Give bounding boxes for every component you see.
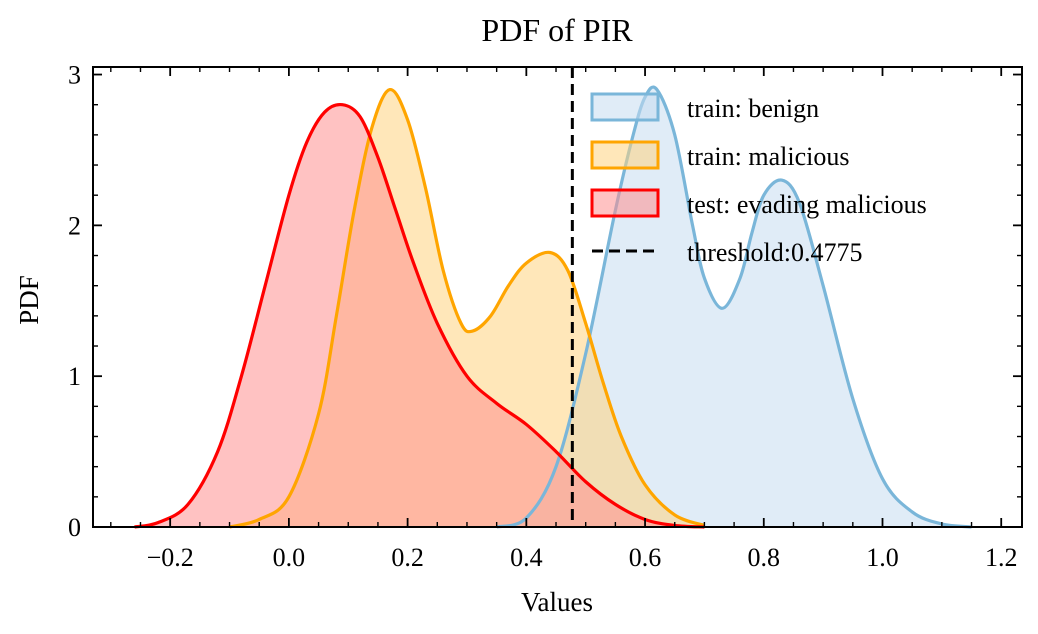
density-lines	[134, 85, 972, 529]
y-tick-label: 0	[68, 513, 81, 542]
series-line-0	[496, 85, 972, 529]
legend: train: benign train: malicious test: evadi…	[590, 92, 927, 267]
legend-label-2: test: evading malicious	[687, 190, 927, 219]
y-tick-label: 2	[68, 211, 81, 240]
x-tick-label: 0.0	[273, 543, 306, 572]
y-tick-label: 3	[68, 61, 81, 90]
legend-label-0: train: benign	[687, 94, 819, 123]
x-tick-label: 0.8	[748, 543, 781, 572]
legend-label-threshold: threshold:0.4775	[687, 238, 863, 267]
x-tick-label: 0.4	[510, 543, 543, 572]
series-fill-2	[134, 104, 705, 528]
x-tick-label: 1.0	[866, 543, 899, 572]
legend-swatch-0	[590, 92, 660, 122]
x-tick-label: 0.2	[391, 543, 424, 572]
series-line-2	[134, 102, 705, 529]
axis-ticks: −0.2 0.0 0.2 0.4 0.6 0.8 1.0 1.2 0 1 2 3	[68, 61, 1022, 572]
y-axis-label: PDF	[14, 275, 44, 325]
legend-swatch-2	[590, 188, 660, 218]
y-tick-label: 1	[68, 362, 81, 391]
x-tick-label: −0.2	[147, 543, 194, 572]
x-axis-label: Values	[521, 587, 593, 617]
plot-frame	[92, 66, 1023, 528]
legend-label-1: train: malicious	[687, 142, 849, 171]
x-tick-label: 1.2	[985, 543, 1018, 572]
chart-title: PDF of PIR	[481, 12, 633, 48]
legend-swatch-1	[590, 140, 660, 170]
series-line-1	[229, 88, 705, 529]
x-tick-label: 0.6	[629, 543, 662, 572]
